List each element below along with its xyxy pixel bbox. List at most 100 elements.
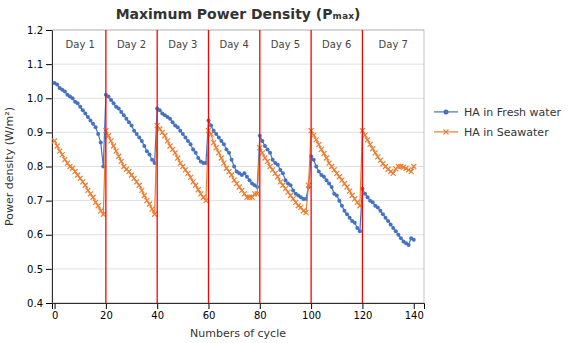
tick-label: 120 bbox=[353, 310, 372, 321]
point bbox=[132, 129, 136, 133]
point bbox=[266, 147, 270, 151]
data-area bbox=[52, 30, 416, 303]
tick-label: 40 bbox=[151, 310, 164, 321]
tick-label: 1.2 bbox=[27, 25, 43, 36]
point bbox=[122, 113, 126, 117]
point bbox=[193, 183, 198, 188]
point bbox=[222, 142, 226, 146]
point bbox=[76, 101, 80, 105]
tick: 20 bbox=[100, 303, 113, 321]
vertical-line bbox=[157, 30, 158, 303]
point bbox=[55, 144, 60, 149]
point bbox=[283, 178, 287, 182]
point bbox=[363, 192, 367, 196]
legend-label: HA in Seawater bbox=[464, 126, 549, 139]
point bbox=[81, 108, 85, 112]
point bbox=[183, 135, 187, 139]
plot-frame bbox=[52, 30, 424, 303]
tick: 0 bbox=[52, 303, 58, 321]
point bbox=[265, 159, 270, 164]
point bbox=[150, 158, 154, 162]
series-line bbox=[55, 126, 414, 215]
x-axis: 0 20 40 60 80 100 120 140 bbox=[52, 303, 425, 321]
point bbox=[109, 98, 113, 102]
point bbox=[407, 243, 411, 247]
point bbox=[86, 115, 90, 119]
point bbox=[168, 117, 172, 121]
point bbox=[324, 155, 329, 160]
point bbox=[230, 158, 234, 162]
point bbox=[173, 150, 178, 155]
point bbox=[312, 158, 316, 162]
point bbox=[389, 223, 393, 227]
point bbox=[348, 216, 352, 220]
tick-label: 60 bbox=[203, 310, 216, 321]
point bbox=[145, 149, 149, 153]
tick: 80 bbox=[254, 303, 267, 321]
tick-mark bbox=[414, 303, 415, 309]
point bbox=[275, 174, 280, 179]
point bbox=[271, 158, 275, 162]
vertical-line bbox=[310, 30, 311, 303]
point bbox=[150, 207, 155, 212]
point bbox=[60, 152, 65, 157]
point bbox=[127, 120, 131, 124]
point bbox=[152, 212, 157, 217]
point bbox=[176, 125, 180, 129]
point bbox=[316, 142, 321, 147]
point bbox=[311, 133, 316, 138]
tick: 0.5 bbox=[27, 264, 52, 275]
tick-mark bbox=[46, 235, 52, 236]
point bbox=[394, 229, 398, 233]
annotations: Day 1Day 2Day 3Day 4Day 5Day 6Day 7 bbox=[66, 39, 408, 50]
point bbox=[189, 142, 193, 146]
point bbox=[203, 198, 208, 203]
tick: 1.2 bbox=[27, 25, 52, 36]
tick: 0.9 bbox=[27, 127, 52, 138]
series bbox=[53, 81, 416, 247]
point bbox=[211, 140, 216, 145]
point bbox=[139, 188, 144, 193]
point bbox=[289, 183, 293, 187]
point bbox=[137, 135, 141, 139]
tick-label: 140 bbox=[405, 310, 424, 321]
tick: 0.8 bbox=[27, 161, 52, 172]
chart: 0204060801001201400.40.50.60.70.80.91.01… bbox=[0, 0, 572, 343]
point bbox=[386, 219, 390, 223]
y-axis: 0.40.50.60.70.80.91.01.11.2 bbox=[27, 25, 52, 309]
tick-label: 1.1 bbox=[27, 59, 43, 70]
point bbox=[130, 124, 134, 128]
point bbox=[384, 216, 388, 220]
vertical-line bbox=[105, 30, 106, 303]
annotation: Day 4 bbox=[220, 39, 249, 50]
point bbox=[112, 101, 116, 105]
point bbox=[345, 212, 349, 216]
point bbox=[147, 153, 151, 157]
point bbox=[88, 118, 92, 122]
point bbox=[229, 173, 234, 178]
point bbox=[263, 144, 267, 148]
tick: 100 bbox=[302, 303, 321, 321]
point bbox=[83, 112, 87, 116]
point bbox=[411, 164, 416, 169]
point bbox=[194, 151, 198, 155]
point bbox=[412, 238, 416, 242]
tick-label: 20 bbox=[100, 310, 113, 321]
point bbox=[365, 137, 370, 142]
point bbox=[52, 138, 57, 143]
point bbox=[78, 105, 82, 109]
point bbox=[162, 133, 167, 138]
point bbox=[335, 194, 339, 198]
point bbox=[306, 183, 311, 188]
point bbox=[314, 137, 319, 142]
vertical-line bbox=[362, 30, 363, 303]
tick: 40 bbox=[151, 303, 164, 321]
vertical-line bbox=[259, 30, 260, 303]
point bbox=[321, 151, 326, 156]
point bbox=[248, 178, 252, 182]
point bbox=[396, 233, 400, 237]
point bbox=[188, 175, 193, 180]
point bbox=[378, 209, 382, 213]
point bbox=[214, 145, 219, 150]
point bbox=[119, 159, 124, 164]
